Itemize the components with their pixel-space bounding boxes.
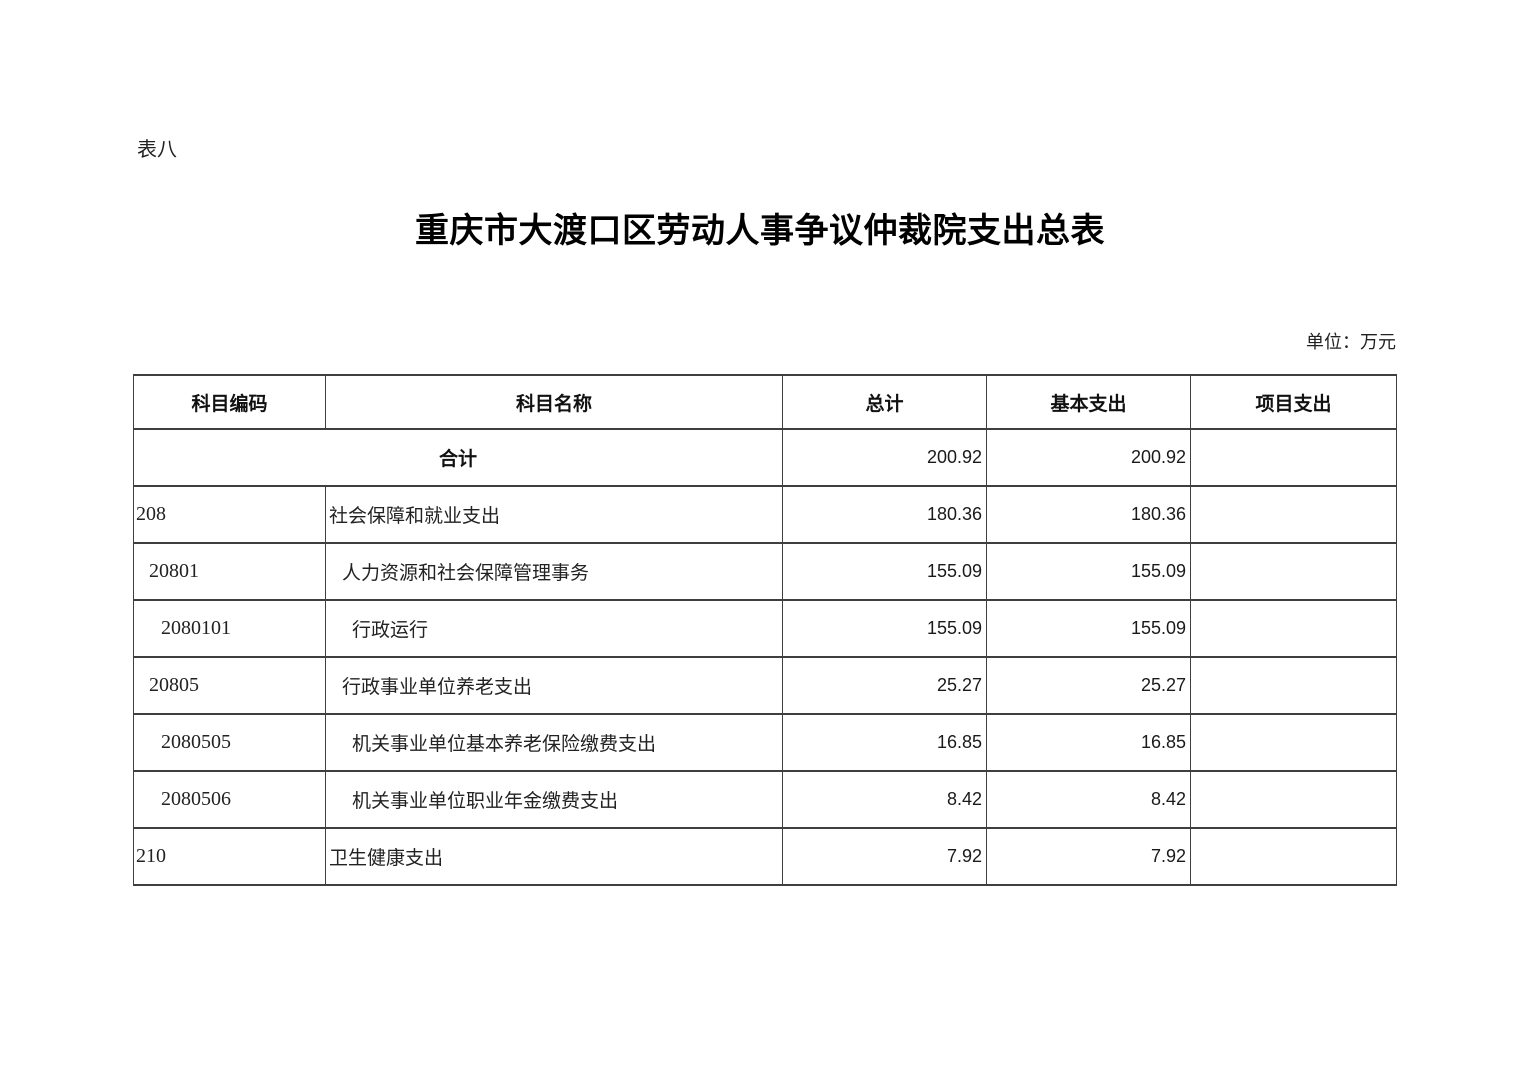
name-cell: 人力资源和社会保障管理事务 [325,542,783,601]
total-cell: 200.92 [782,428,987,487]
basic-cell: 8.42 [986,770,1191,829]
col-header-code: 科目编码 [133,374,326,430]
col-header-name: 科目名称 [325,374,783,430]
project-cell [1190,770,1397,829]
project-cell [1190,485,1397,544]
total-row-label: 合计 [133,428,783,487]
code-cell: 208 [133,485,326,544]
table-row: 208 社会保障和就业支出 180.36 180.36 [133,485,1397,544]
name-cell: 机关事业单位职业年金缴费支出 [325,770,783,829]
basic-cell: 16.85 [986,713,1191,772]
total-cell: 7.92 [782,827,987,886]
table-row: 2080506 机关事业单位职业年金缴费支出 8.42 8.42 [133,770,1397,829]
table-row: 2080505 机关事业单位基本养老保险缴费支出 16.85 16.85 [133,713,1397,772]
project-cell [1190,428,1397,487]
total-cell: 155.09 [782,542,987,601]
basic-cell: 180.36 [986,485,1191,544]
project-cell [1190,713,1397,772]
basic-cell: 200.92 [986,428,1191,487]
name-cell: 卫生健康支出 [325,827,783,886]
header-row: 科目编码 科目名称 总计 基本支出 项目支出 [133,374,1397,430]
name-cell: 社会保障和就业支出 [325,485,783,544]
code-cell: 2080506 [133,770,326,829]
project-cell [1190,656,1397,715]
name-cell: 行政事业单位养老支出 [325,656,783,715]
unit-note: 单位：万元 [1306,332,1396,352]
table-number-label: 表八 [137,139,177,161]
name-cell: 机关事业单位基本养老保险缴费支出 [325,713,783,772]
project-cell [1190,827,1397,886]
col-header-basic: 基本支出 [986,374,1191,430]
basic-cell: 7.92 [986,827,1191,886]
code-cell: 20805 [133,656,326,715]
page-title: 重庆市大渡口区劳动人事争议仲裁院支出总表 [415,213,1105,250]
table-row: 210 卫生健康支出 7.92 7.92 [133,827,1397,886]
table-row: 2080101 行政运行 155.09 155.09 [133,599,1397,658]
total-cell: 25.27 [782,656,987,715]
table-row: 20805 行政事业单位养老支出 25.27 25.27 [133,656,1397,715]
name-cell: 行政运行 [325,599,783,658]
basic-cell: 155.09 [986,542,1191,601]
total-cell: 155.09 [782,599,987,658]
project-cell [1190,599,1397,658]
code-cell: 210 [133,827,326,886]
col-header-project: 项目支出 [1190,374,1397,430]
project-cell [1190,542,1397,601]
col-header-total: 总计 [782,374,987,430]
basic-cell: 25.27 [986,656,1191,715]
code-cell: 2080505 [133,713,326,772]
total-cell: 8.42 [782,770,987,829]
basic-cell: 155.09 [986,599,1191,658]
total-cell: 180.36 [782,485,987,544]
code-cell: 2080101 [133,599,326,658]
total-row: 合计 200.92 200.92 [133,428,1397,487]
expenditure-table: 科目编码 科目名称 总计 基本支出 项目支出 合计 200.92 200.92 … [133,374,1397,886]
table-row: 20801 人力资源和社会保障管理事务 155.09 155.09 [133,542,1397,601]
total-cell: 16.85 [782,713,987,772]
code-cell: 20801 [133,542,326,601]
